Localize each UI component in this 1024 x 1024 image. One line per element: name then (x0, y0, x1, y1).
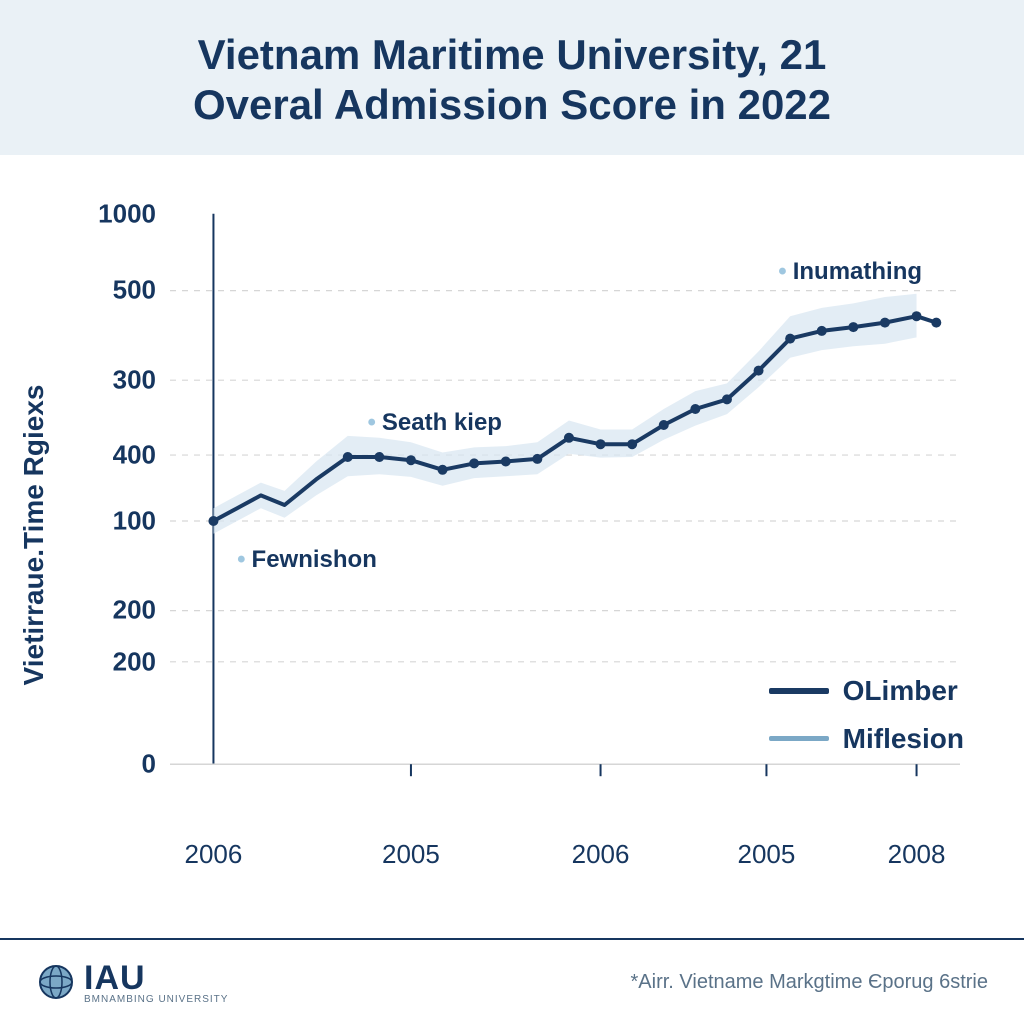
logo-subtext: BMNAMBING UNIVERSITY (84, 994, 228, 1005)
ytick-label: 500 (76, 275, 156, 306)
logo: IAU BMNAMBING UNIVERSITY (36, 959, 228, 1005)
chart-area: Vietirraue.Time Rgiexs OLimber Miflesion… (0, 155, 1024, 915)
ytick-label: 400 (76, 439, 156, 470)
legend-label-0: OLimber (843, 675, 958, 707)
ytick-label: 1000 (76, 198, 156, 229)
ytick-label: 300 (76, 364, 156, 395)
xtick-label: 2005 (738, 839, 796, 870)
ytick-label: 100 (76, 505, 156, 536)
ytick-label: 200 (76, 646, 156, 677)
chart-header: Vietnam Maritime University, 21 Overal A… (0, 0, 1024, 155)
legend-swatch-1 (769, 736, 829, 741)
globe-icon (36, 962, 76, 1002)
legend-swatch-0 (769, 688, 829, 694)
annotation: •Inumathing (778, 258, 922, 286)
title-line1: Vietnam Maritime University, 21 (20, 30, 1004, 80)
logo-text: IAU (84, 959, 228, 998)
legend-item-0: OLimber (769, 675, 964, 707)
legend-label-1: Miflesion (843, 723, 964, 755)
xtick-label: 2006 (185, 839, 243, 870)
xtick-label: 2008 (888, 839, 946, 870)
legend: OLimber Miflesion (769, 675, 964, 755)
annotation: •Fewnishon (237, 546, 377, 574)
y-axis-title: Vietirraue.Time Rgiexs (18, 384, 50, 685)
xtick-label: 2006 (572, 839, 630, 870)
annotation: •Seath kiep (368, 409, 502, 437)
title-line2: Overal Admission Score in 2022 (20, 80, 1004, 130)
footnote: *Airr. Vietname Markgtime Єporug 6strie (631, 971, 988, 994)
xtick-label: 2005 (382, 839, 440, 870)
ytick-label: 200 (76, 595, 156, 626)
footer: IAU BMNAMBING UNIVERSITY *Airr. Vietname… (0, 938, 1024, 1024)
legend-item-1: Miflesion (769, 723, 964, 755)
ytick-label: 0 (76, 748, 156, 779)
